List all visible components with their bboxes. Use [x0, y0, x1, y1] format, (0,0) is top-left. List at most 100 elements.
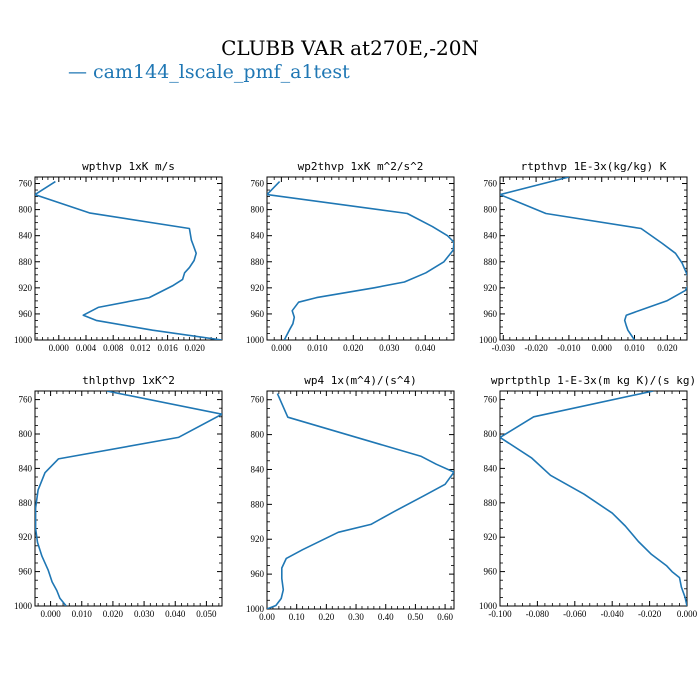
x-tick-label: 0.030 — [134, 609, 155, 619]
panel-title: wprtpthlp 1-E-3x(m kg K)/(s kg) — [491, 374, 696, 387]
series-line — [500, 177, 687, 340]
panel-2: wp2thvp 1xK m^2/s^2 760 800 840 880 920 960 100… — [246, 160, 455, 353]
y-tick-label: 880 — [19, 257, 33, 267]
x-tick-label: 0.008 — [103, 343, 124, 353]
x-tick-label: 0.000 — [592, 343, 613, 353]
series-line — [267, 393, 454, 609]
y-tick-label: 920 — [19, 283, 33, 293]
x-tick-label: 0.30 — [348, 612, 364, 622]
y-tick-label: 960 — [484, 567, 498, 577]
y-tick-label: 960 — [19, 567, 33, 577]
panel-title: thlpthvp 1xK^2 — [82, 374, 175, 387]
x-tick-label: -0.030 — [492, 343, 516, 353]
panel-1: wpthvp 1xK m/s 760 800 840 880 920 960 1000 0.00… — [14, 160, 223, 353]
y-tick-label: 880 — [484, 257, 498, 267]
plot-frame — [34, 176, 223, 341]
x-tick-label: 0.000 — [677, 609, 698, 619]
y-tick-label: 800 — [251, 430, 265, 440]
panel-title: wpthvp 1xK m/s — [82, 160, 175, 173]
plot-frame — [266, 390, 455, 610]
x-tick-label: 0.004 — [76, 343, 97, 353]
y-tick-label: 840 — [19, 463, 33, 473]
panel-3: rtpthvp 1E-3x(kg/kg) K 760 800 840 880 920 960… — [479, 160, 688, 353]
x-tick-label: 0.040 — [165, 609, 186, 619]
y-tick-label: 800 — [19, 205, 33, 215]
x-tick-label: 0.050 — [196, 609, 217, 619]
x-tick-label: 0.00 — [259, 612, 275, 622]
x-tick-label: 0.010 — [624, 343, 645, 353]
x-tick-label: 0.040 — [415, 343, 436, 353]
y-tick-label: 960 — [484, 309, 498, 319]
x-tick-label: -0.100 — [488, 609, 512, 619]
x-tick-label: 0.010 — [72, 609, 93, 619]
y-tick-label: 880 — [484, 498, 498, 508]
x-tick-label: 0.012 — [130, 343, 150, 353]
x-tick-label: 0.020 — [185, 343, 206, 353]
y-tick-label: 760 — [19, 395, 33, 405]
panels-group: wpthvp 1xK m/s 760 800 840 880 920 960 1000 0.00… — [14, 160, 698, 622]
x-tick-label: 0.20 — [318, 612, 334, 622]
series-line — [500, 391, 687, 606]
y-tick-label: 800 — [251, 205, 265, 215]
y-tick-label: 920 — [484, 532, 498, 542]
y-tick-label: 760 — [251, 395, 265, 405]
y-tick-label: 920 — [19, 532, 33, 542]
y-tick-label: 840 — [484, 463, 498, 473]
x-tick-label: 0.010 — [307, 343, 328, 353]
y-tick-label: 880 — [251, 499, 265, 509]
panel-5: wp4 1x(m^4)/(s^4)76080084088092096010000… — [246, 374, 455, 622]
series-line — [267, 181, 454, 340]
y-tick-label: 800 — [484, 205, 498, 215]
y-tick-label: 960 — [251, 309, 265, 319]
series-line — [35, 391, 222, 606]
y-tick-label: 1000 — [479, 601, 498, 611]
x-tick-label: 0.60 — [437, 612, 453, 622]
x-tick-label: 0.030 — [379, 343, 400, 353]
plot-frame — [499, 176, 688, 341]
x-tick-label: 0.020 — [103, 609, 124, 619]
y-tick-label: 960 — [251, 569, 265, 579]
y-tick-label: 800 — [19, 429, 33, 439]
y-tick-label: 840 — [19, 231, 33, 241]
x-tick-label: 0.10 — [289, 612, 305, 622]
x-tick-label: 0.000 — [49, 343, 70, 353]
legend-entry: — cam144_lscale_pmf_a1test — [68, 61, 350, 83]
x-tick-label: 0.016 — [157, 343, 178, 353]
y-tick-label: 1000 — [14, 601, 33, 611]
y-tick-label: 880 — [19, 498, 33, 508]
plot-frame — [499, 390, 688, 607]
y-tick-label: 920 — [251, 534, 265, 544]
x-tick-label: -0.020 — [524, 343, 548, 353]
y-tick-label: 920 — [484, 283, 498, 293]
y-tick-label: 800 — [484, 429, 498, 439]
x-tick-label: 0.020 — [657, 343, 678, 353]
y-tick-label: 960 — [19, 309, 33, 319]
y-tick-label: 1000 — [246, 335, 265, 345]
x-tick-label: -0.020 — [638, 609, 662, 619]
x-tick-label: -0.060 — [563, 609, 587, 619]
x-tick-label: 0.50 — [408, 612, 424, 622]
x-tick-label: 0.000 — [271, 343, 292, 353]
panel-6: wprtpthlp 1-E-3x(m kg K)/(s kg) 760 800 840… — [479, 374, 698, 619]
y-tick-label: 840 — [251, 231, 265, 241]
y-tick-label: 840 — [484, 231, 498, 241]
x-tick-label: 0.40 — [378, 612, 394, 622]
plot-frame — [266, 176, 455, 341]
x-tick-label: 0.020 — [343, 343, 364, 353]
x-tick-label: -0.040 — [601, 609, 625, 619]
y-tick-label: 760 — [19, 179, 33, 189]
y-tick-label: 1000 — [14, 335, 33, 345]
y-tick-label: 760 — [484, 395, 498, 405]
y-tick-label: 760 — [484, 179, 498, 189]
y-tick-label: 1000 — [479, 335, 498, 345]
panel-title: wp4 1x(m^4)/(s^4) — [304, 374, 417, 387]
panel-title: rtpthvp 1E-3x(kg/kg) K — [521, 160, 667, 173]
series-line — [35, 180, 222, 340]
x-tick-label: -0.080 — [526, 609, 550, 619]
y-tick-label: 840 — [251, 464, 265, 474]
panel-4: thlpthvp 1xK^2 760 800 840 880 920 960 1000 0.00… — [14, 374, 223, 619]
figure-title: CLUBB VAR at270E,-20N — [221, 36, 479, 60]
y-tick-label: 920 — [251, 283, 265, 293]
x-tick-label: -0.010 — [557, 343, 581, 353]
